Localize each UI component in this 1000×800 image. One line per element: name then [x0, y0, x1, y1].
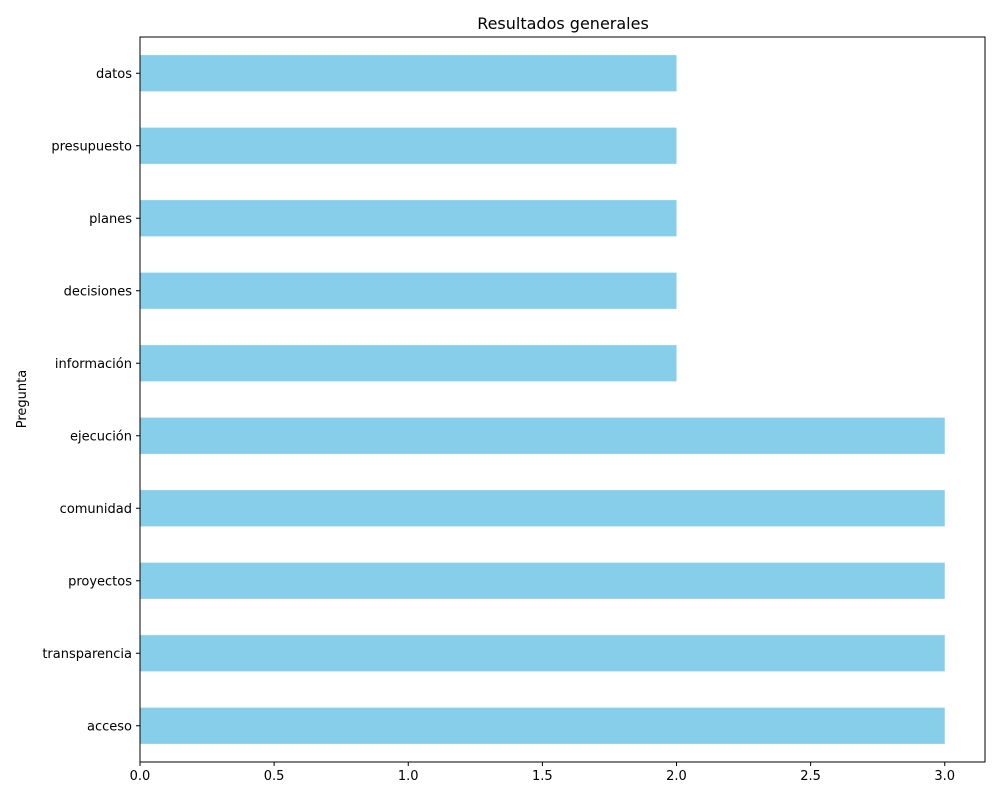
bar-1: [140, 635, 945, 672]
x-ticks-group: 0.0 0.5 1.0 1.5 2.0 2.5 3.0: [130, 762, 955, 784]
bar-7: [140, 200, 677, 237]
x-tick-label-6: 3.0: [934, 769, 955, 784]
y-tick-label-2: proyectos: [68, 574, 132, 589]
y-ticks-group: acceso transparencia proyectos comunidad eje…: [42, 67, 140, 734]
plot-frame: [139, 36, 986, 763]
y-tick-label-7: planes: [89, 212, 132, 227]
bar-6: [140, 272, 677, 309]
bar-5: [140, 345, 677, 382]
x-tick-label-3: 1.5: [532, 769, 553, 784]
y-tick-label-6: decisiones: [64, 284, 133, 299]
y-tick-label-3: comunidad: [60, 502, 132, 517]
x-tick-label-0: 0.0: [130, 769, 151, 784]
bar-8: [140, 127, 677, 164]
bar-2: [140, 562, 945, 599]
bar-4: [140, 417, 945, 454]
bars-group: [140, 55, 945, 744]
y-axis-label: Pregunta: [15, 370, 30, 428]
bar-3: [140, 490, 945, 527]
y-tick-label-8: presupuesto: [51, 139, 132, 154]
y-tick-label-4: ejecución: [70, 429, 132, 444]
chart-title: Resultados generales: [477, 14, 649, 33]
x-tick-label-5: 2.5: [800, 769, 821, 784]
y-tick-label-5: información: [55, 357, 132, 372]
y-tick-label-0: acceso: [87, 719, 132, 734]
x-tick-label-1: 0.5: [264, 769, 285, 784]
y-tick-label-9: datos: [96, 67, 132, 82]
x-tick-label-4: 2.0: [666, 769, 687, 784]
x-tick-label-2: 1.0: [398, 769, 419, 784]
y-tick-label-1: transparencia: [42, 647, 132, 662]
bar-9: [140, 55, 677, 92]
bar-0: [140, 707, 945, 744]
